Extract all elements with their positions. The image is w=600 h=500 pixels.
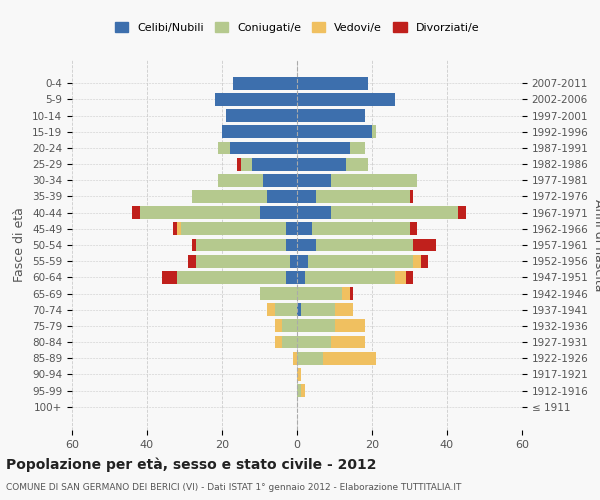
Bar bbox=[215, 93, 297, 106]
Bar bbox=[192, 190, 267, 203]
Bar bbox=[139, 206, 260, 219]
Bar bbox=[196, 254, 290, 268]
Bar bbox=[413, 254, 421, 268]
Text: Popolazione per età, sesso e stato civile - 2012: Popolazione per età, sesso e stato civil… bbox=[6, 458, 377, 472]
Bar bbox=[263, 174, 297, 187]
Text: COMUNE DI SAN GERMANO DEI BERICI (VI) - Dati ISTAT 1° gennaio 2012 - Elaborazion: COMUNE DI SAN GERMANO DEI BERICI (VI) - … bbox=[6, 482, 461, 492]
Bar bbox=[252, 158, 297, 170]
Bar bbox=[346, 158, 368, 170]
Bar bbox=[286, 238, 297, 252]
Bar bbox=[323, 352, 376, 364]
Bar bbox=[316, 238, 413, 252]
Bar bbox=[421, 254, 428, 268]
Bar bbox=[297, 271, 305, 284]
Bar bbox=[188, 254, 196, 268]
Bar bbox=[297, 126, 372, 138]
Bar bbox=[275, 320, 282, 332]
Bar bbox=[349, 142, 365, 154]
Bar bbox=[395, 271, 406, 284]
Bar bbox=[177, 222, 181, 235]
Bar bbox=[297, 352, 323, 364]
Bar bbox=[162, 271, 177, 284]
Bar bbox=[297, 320, 335, 332]
Bar bbox=[335, 303, 353, 316]
Bar bbox=[297, 174, 331, 187]
Bar bbox=[241, 158, 252, 170]
Bar bbox=[297, 384, 301, 397]
Bar bbox=[331, 174, 417, 187]
Bar bbox=[406, 271, 413, 284]
Bar bbox=[331, 336, 365, 348]
Bar bbox=[301, 384, 305, 397]
Bar bbox=[297, 206, 331, 219]
Bar bbox=[331, 206, 458, 219]
Bar bbox=[181, 222, 286, 235]
Bar bbox=[342, 287, 349, 300]
Bar bbox=[297, 222, 312, 235]
Bar bbox=[218, 174, 263, 187]
Bar bbox=[222, 126, 297, 138]
Bar bbox=[301, 303, 335, 316]
Bar bbox=[237, 158, 241, 170]
Bar bbox=[297, 158, 346, 170]
Bar bbox=[409, 222, 417, 235]
Bar bbox=[297, 368, 301, 381]
Bar bbox=[286, 271, 297, 284]
Bar bbox=[305, 271, 395, 284]
Bar bbox=[297, 287, 342, 300]
Bar bbox=[275, 303, 297, 316]
Bar bbox=[297, 109, 365, 122]
Y-axis label: Fasce di età: Fasce di età bbox=[13, 208, 26, 282]
Bar bbox=[297, 238, 316, 252]
Bar bbox=[286, 222, 297, 235]
Bar bbox=[282, 320, 297, 332]
Bar bbox=[282, 336, 297, 348]
Bar bbox=[229, 142, 297, 154]
Bar bbox=[349, 287, 353, 300]
Bar bbox=[316, 190, 409, 203]
Bar bbox=[297, 93, 395, 106]
Bar bbox=[260, 287, 297, 300]
Bar bbox=[177, 271, 286, 284]
Bar bbox=[372, 126, 376, 138]
Bar bbox=[275, 336, 282, 348]
Bar bbox=[260, 206, 297, 219]
Bar bbox=[267, 190, 297, 203]
Bar bbox=[413, 238, 436, 252]
Bar bbox=[308, 254, 413, 268]
Bar bbox=[409, 190, 413, 203]
Bar bbox=[233, 77, 297, 90]
Bar bbox=[226, 109, 297, 122]
Bar bbox=[297, 336, 331, 348]
Bar bbox=[297, 77, 368, 90]
Bar bbox=[293, 352, 297, 364]
Bar bbox=[312, 222, 409, 235]
Bar bbox=[297, 142, 349, 154]
Legend: Celibi/Nubili, Coniugati/e, Vedovi/e, Divorziati/e: Celibi/Nubili, Coniugati/e, Vedovi/e, Di… bbox=[110, 18, 484, 37]
Bar bbox=[192, 238, 196, 252]
Bar bbox=[196, 238, 286, 252]
Bar bbox=[132, 206, 139, 219]
Bar bbox=[297, 303, 301, 316]
Bar bbox=[297, 254, 308, 268]
Bar bbox=[290, 254, 297, 268]
Bar bbox=[267, 303, 275, 316]
Y-axis label: Anni di nascita: Anni di nascita bbox=[592, 198, 600, 291]
Bar bbox=[297, 190, 316, 203]
Bar bbox=[458, 206, 466, 219]
Bar bbox=[335, 320, 365, 332]
Bar bbox=[218, 142, 229, 154]
Bar bbox=[173, 222, 177, 235]
